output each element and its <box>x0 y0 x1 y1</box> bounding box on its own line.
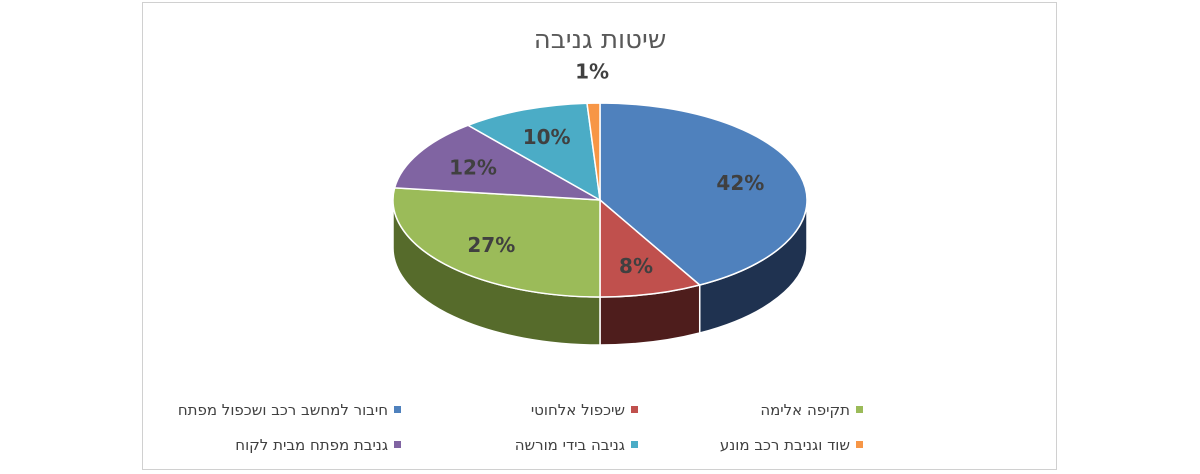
legend-entry-1: שיכפול אלחוטי <box>531 401 638 419</box>
legend-swatch <box>631 441 638 448</box>
pie-slice-4 <box>466 102 601 202</box>
pie-slice-0 <box>599 102 808 286</box>
pie-top <box>392 102 808 298</box>
data-label-5: 1% <box>575 60 609 84</box>
legend-swatch <box>856 406 863 413</box>
legend-swatch <box>394 406 401 413</box>
legend-label: תקיפה אלימה <box>760 401 850 419</box>
pie-slice-2 <box>392 187 601 298</box>
legend-label: שוד וגניבת רכב מונע <box>720 436 850 454</box>
legend-entry-0: חיבור למחשב רכב ושכפול מפתח <box>178 401 401 419</box>
legend-swatch <box>394 441 401 448</box>
data-label-3: 12% <box>449 155 497 179</box>
chart-title: שיטות גניבה <box>534 25 667 55</box>
data-label-2: 27% <box>467 233 515 257</box>
legend-entry-3: גניבת מפתח מבית לקוח <box>235 436 401 454</box>
legend-label: גניבת מפתח מבית לקוח <box>235 436 388 454</box>
data-label-4: 10% <box>523 125 571 149</box>
legend-label: שיכפול אלחוטי <box>531 401 625 419</box>
legend-label: גניבה בידי מורשה <box>515 436 625 454</box>
legend-swatch <box>856 441 863 448</box>
data-label-0: 42% <box>716 171 764 195</box>
legend-entry-2: תקיפה אלימה <box>760 401 863 419</box>
pie-slice-5 <box>586 102 601 201</box>
pie-slice-1 <box>599 198 702 298</box>
legend-swatch <box>631 406 638 413</box>
legend: חיבור למחשב רכב ושכפול מפתח שיכפול אלחוטי… <box>178 401 863 454</box>
legend-entry-5: שוד וגניבת רכב מונע <box>720 436 863 454</box>
data-labels: 42% 8% 27% 12% 10% 1% <box>449 60 764 278</box>
legend-entry-4: גניבה בידי מורשה <box>515 436 638 454</box>
data-label-1: 8% <box>619 254 653 278</box>
legend-label: חיבור למחשב רכב ושכפול מפתח <box>178 401 388 419</box>
pie-slice-3 <box>393 124 601 201</box>
